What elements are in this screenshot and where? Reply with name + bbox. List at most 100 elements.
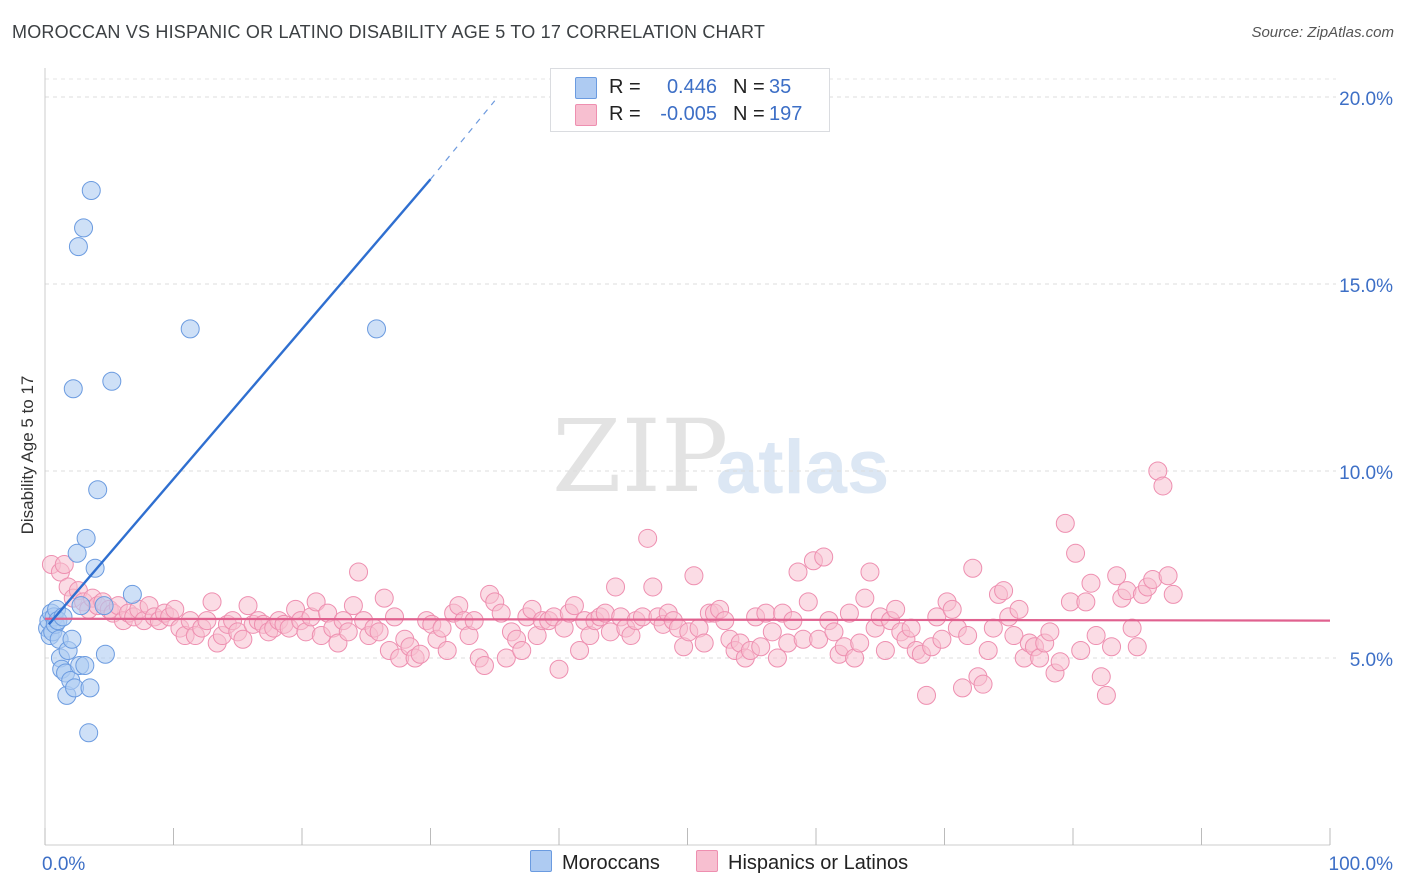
watermark-zip: ZIP: [552, 398, 729, 515]
r-value: 0.446: [666, 76, 717, 98]
hispanics-point: [1004, 626, 1024, 646]
hispanics-point: [570, 641, 590, 661]
hispanics-point: [343, 596, 363, 616]
hispanics-point: [437, 641, 457, 661]
hispanics-point: [491, 603, 511, 623]
moroccans-point: [180, 319, 200, 339]
hispanics-point: [1071, 641, 1091, 661]
hispanics-point: [809, 629, 829, 649]
n-value: 197: [769, 103, 803, 125]
hispanics-point: [1107, 566, 1127, 586]
hispanics-point: [767, 648, 787, 668]
hispanics-point: [202, 592, 222, 612]
legend-row-hispanics: R = -0.005 N = 197: [551, 100, 829, 128]
hispanics-point: [1055, 513, 1075, 533]
n-label: N =: [733, 103, 765, 125]
moroccans-point: [71, 596, 91, 616]
hispanics-point: [643, 577, 663, 597]
hispanics-point: [824, 622, 844, 642]
moroccans-point: [68, 237, 88, 257]
hispanics-point: [338, 622, 358, 642]
hispanics-point: [432, 618, 452, 638]
hispanics-point: [994, 581, 1014, 601]
moroccans-point: [74, 218, 94, 238]
moroccans-point: [79, 723, 99, 743]
moroccans-point: [88, 480, 108, 500]
hispanics-point: [1076, 592, 1096, 612]
hispanics-point: [349, 562, 369, 582]
hispanics-point: [474, 655, 494, 675]
moroccans-point: [81, 181, 101, 200]
moroccans-point: [102, 371, 122, 391]
moroccans-point: [67, 543, 87, 563]
y-tick-label: 15.0%: [1339, 276, 1393, 297]
hispanics-point: [165, 599, 185, 619]
y-axis-label: Disability Age 5 to 17: [18, 375, 37, 535]
moroccans-point: [95, 644, 115, 664]
hispanics-points: [41, 461, 1183, 705]
moroccans-point: [80, 678, 100, 698]
trend-layer: [44, 100, 1331, 626]
legend-item-moroccans[interactable]: Moroccans: [530, 850, 660, 875]
hispanics-point: [197, 611, 217, 631]
hispanics-point: [1127, 637, 1147, 657]
hispanics-point: [839, 603, 859, 623]
hispanics-trendline: [44, 617, 1331, 622]
x-tick-label-max: 100.0%: [1329, 854, 1394, 875]
hispanics-point: [238, 596, 258, 616]
hispanics-point: [788, 562, 808, 582]
hispanics-point: [564, 596, 584, 616]
hispanics-legend-swatch: [696, 850, 718, 872]
hispanics-point: [850, 633, 870, 653]
hispanics-point: [306, 592, 326, 612]
hispanics-point: [1009, 599, 1029, 619]
hispanics-point: [1122, 618, 1142, 638]
hispanics-point: [886, 599, 906, 619]
r-label: R =: [609, 103, 641, 125]
legend-item-hispanics[interactable]: Hispanics or Latinos: [696, 850, 908, 875]
hispanics-point: [1066, 543, 1086, 563]
hispanics-point: [54, 555, 74, 574]
moroccans-legend-label: Moroccans: [562, 852, 660, 874]
hispanics-point: [958, 626, 978, 646]
r-label: R =: [609, 76, 641, 98]
hispanics-point: [932, 629, 952, 649]
hispanics-point: [927, 607, 947, 627]
y-tick-label: 10.0%: [1339, 463, 1393, 484]
hispanics-point: [496, 648, 516, 668]
hispanics-point: [374, 588, 394, 608]
moroccans-point: [75, 655, 95, 675]
hispanics-point: [860, 562, 880, 582]
chart-title: MOROCCAN VS HISPANIC OR LATINO DISABILIT…: [12, 22, 766, 42]
n-value: 35: [769, 76, 792, 98]
n-label: N =: [733, 76, 765, 98]
hispanics-point: [983, 618, 1003, 638]
hispanics-point: [1163, 584, 1183, 604]
hispanics-point: [1091, 667, 1111, 687]
moroccans-legend-swatch: [530, 850, 552, 872]
moroccans-point: [367, 319, 387, 339]
hispanics-point: [606, 577, 626, 597]
y-tick-label: 5.0%: [1350, 650, 1393, 671]
moroccans-swatch: [575, 77, 597, 99]
hispanics-swatch: [575, 104, 597, 126]
x-tick-label-min: 0.0%: [42, 854, 85, 875]
hispanics-point: [694, 633, 714, 653]
hispanics-point: [762, 622, 782, 642]
moroccans-trendline-extension: [430, 100, 496, 180]
moroccans-point: [62, 629, 82, 649]
r-value: -0.005: [660, 103, 717, 125]
y-tick-label: 20.0%: [1339, 89, 1393, 110]
hispanics-point: [875, 641, 895, 661]
hispanics-legend-label: Hispanics or Latinos: [728, 852, 909, 874]
hispanics-point: [973, 674, 993, 694]
hispanics-point: [1086, 626, 1106, 646]
hispanics-point: [549, 659, 569, 679]
hispanics-point: [751, 637, 771, 657]
hispanics-point: [233, 629, 253, 649]
moroccans-point: [63, 379, 83, 399]
legend-row-moroccans: R = 0.446 N = 35: [551, 73, 829, 101]
tick-labels: 5.0% 10.0% 15.0% 20.0% 0.0% 100.0%: [42, 89, 1393, 875]
hispanics-point: [901, 618, 921, 638]
